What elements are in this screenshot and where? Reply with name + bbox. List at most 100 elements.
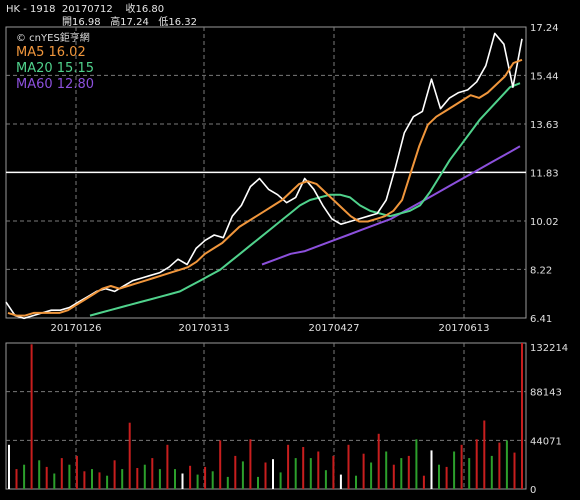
x-tick-label: 20170427 bbox=[309, 323, 360, 334]
volume-bar bbox=[392, 464, 395, 489]
volume-bar bbox=[136, 468, 139, 489]
volume-bars-group bbox=[8, 343, 523, 489]
close-price: 收16.80 bbox=[125, 4, 165, 15]
price-series-group bbox=[5, 32, 523, 320]
volume-bar bbox=[355, 475, 357, 489]
volume-bar bbox=[204, 466, 207, 489]
volume-bar bbox=[279, 472, 282, 489]
volume-bar bbox=[317, 451, 320, 489]
volume-bar bbox=[400, 458, 403, 489]
volume-bar bbox=[324, 470, 327, 489]
volume-y-tick-label: 0 bbox=[530, 485, 536, 496]
volume-y-tick-label: 88143 bbox=[530, 388, 562, 399]
volume-bar bbox=[91, 469, 93, 489]
axis-labels: 17.24 15.44 13.63 11.83 10.02 8.22 6.41 2017012… bbox=[51, 23, 569, 496]
volume-bar bbox=[15, 469, 18, 489]
volume-bar bbox=[272, 459, 274, 489]
volume-bar bbox=[445, 466, 448, 489]
legend-ma60: MA60 12.80 bbox=[16, 77, 94, 92]
volume-bar bbox=[438, 464, 440, 489]
volume-bar bbox=[453, 451, 456, 489]
low-price: 低16.32 bbox=[158, 17, 198, 28]
volume-bar bbox=[475, 439, 478, 489]
volume-bar bbox=[30, 344, 33, 489]
volume-bar bbox=[505, 440, 508, 489]
volume-bar bbox=[332, 455, 335, 489]
quote-header-line2: 開16.98 高17.24 低16.32 bbox=[62, 13, 197, 28]
volume-bar bbox=[294, 458, 297, 489]
volume-bar bbox=[257, 476, 259, 489]
volume-bar bbox=[468, 458, 471, 489]
volume-bar bbox=[377, 433, 380, 489]
x-tick-label: 20170613 bbox=[439, 323, 490, 334]
volume-bar bbox=[23, 464, 26, 489]
volume-y-tick-label: 44071 bbox=[530, 436, 562, 447]
volume-bar bbox=[98, 472, 101, 489]
stock-symbol: HK - 1918 bbox=[6, 4, 56, 15]
volume-bar bbox=[226, 476, 229, 489]
quote-date: 20170712 bbox=[61, 4, 113, 15]
volume-bar bbox=[264, 462, 267, 489]
volume-bar bbox=[83, 471, 86, 489]
series-line-ma5 bbox=[7, 58, 523, 317]
price-y-tick-label: 15.44 bbox=[530, 71, 559, 82]
volume-bar bbox=[166, 444, 169, 489]
quote-header-line1: HK - 1918 20170712 收16.80 bbox=[6, 0, 164, 15]
high-price: 高17.24 bbox=[110, 17, 149, 28]
volume-bar bbox=[309, 458, 312, 489]
volume-bar bbox=[196, 474, 199, 489]
volume-bar bbox=[490, 455, 493, 489]
volume-bar bbox=[415, 439, 418, 489]
legend-ma5: MA5 16.02 bbox=[16, 45, 86, 60]
volume-bar bbox=[370, 462, 373, 489]
volume-bar bbox=[128, 422, 131, 489]
volume-y-tick-label: 132214 bbox=[530, 343, 568, 354]
volume-bar bbox=[385, 451, 388, 489]
volume-bar bbox=[158, 469, 161, 489]
price-y-tick-label: 13.63 bbox=[530, 120, 559, 131]
series-line-ma20 bbox=[89, 82, 521, 317]
volume-bar bbox=[339, 474, 342, 489]
volume-bar bbox=[302, 447, 305, 489]
volume-bar bbox=[45, 466, 48, 489]
volume-bar bbox=[113, 460, 116, 489]
volume-bar bbox=[287, 444, 290, 489]
volume-bar bbox=[8, 444, 10, 489]
volume-bar bbox=[189, 465, 192, 489]
open-price: 開16.98 bbox=[62, 17, 101, 28]
price-y-tick-label: 17.24 bbox=[530, 23, 559, 34]
volume-bar bbox=[219, 440, 222, 489]
price-y-tick-label: 11.83 bbox=[530, 168, 559, 179]
price-grid bbox=[6, 27, 526, 318]
volume-bar bbox=[60, 458, 63, 489]
legend: © cnYES鉅亨網 MA5 16.02 MA20 15.15 MA60 12.… bbox=[16, 31, 94, 92]
volume-bar bbox=[211, 471, 214, 489]
volume-bar bbox=[38, 460, 41, 489]
watermark: © cnYES鉅亨網 bbox=[16, 31, 90, 44]
volume-bar bbox=[362, 453, 365, 489]
volume-bar bbox=[498, 442, 501, 489]
volume-bar bbox=[249, 439, 252, 489]
volume-bar bbox=[483, 420, 486, 489]
volume-bar bbox=[181, 473, 184, 489]
volume-bar bbox=[513, 452, 516, 489]
volume-bar bbox=[234, 455, 237, 489]
volume-bar bbox=[430, 450, 433, 489]
volume-bar bbox=[241, 461, 244, 489]
x-tick-label: 20170313 bbox=[179, 323, 230, 334]
volume-bar bbox=[121, 469, 124, 489]
volume-bar bbox=[407, 455, 410, 489]
volume-bar bbox=[151, 458, 154, 489]
volume-bar bbox=[174, 469, 176, 489]
series-line-ma60 bbox=[261, 145, 521, 266]
volume-bar bbox=[521, 343, 523, 489]
volume-bar bbox=[422, 475, 425, 489]
volume-bar bbox=[460, 444, 463, 489]
volume-bar bbox=[75, 455, 78, 489]
volume-bar bbox=[106, 475, 109, 489]
legend-ma20: MA20 15.15 bbox=[16, 61, 94, 76]
volume-bar bbox=[53, 473, 56, 489]
price-y-tick-label: 10.02 bbox=[530, 217, 559, 228]
x-tick-label: 20170126 bbox=[51, 323, 102, 334]
